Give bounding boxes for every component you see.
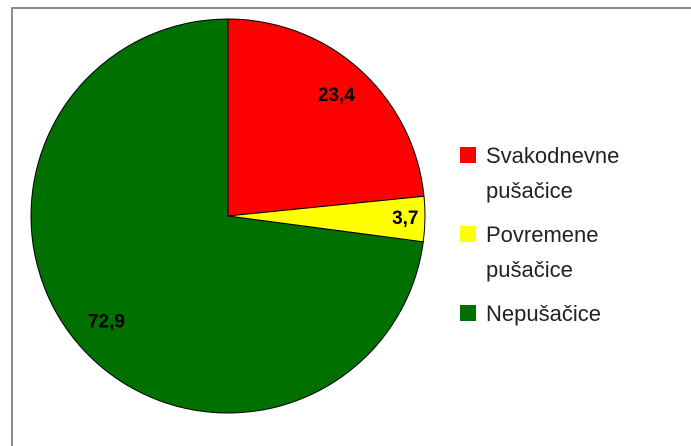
legend-swatch bbox=[460, 226, 476, 242]
legend-label: Povremene pušačice bbox=[486, 222, 599, 282]
legend-item: Svakodnevne pušačice bbox=[460, 138, 640, 208]
legend-label: Nepušačice bbox=[486, 301, 601, 326]
legend-label: Svakodnevne pušačice bbox=[486, 143, 620, 203]
data-label: 23,4 bbox=[318, 85, 355, 106]
data-label: 3,7 bbox=[392, 208, 418, 229]
legend-swatch bbox=[460, 305, 476, 321]
legend-item: Nepušačice bbox=[460, 296, 640, 331]
legend: Svakodnevne pušačice Povremene pušačice Ne… bbox=[460, 138, 640, 340]
pie-slice bbox=[227, 18, 425, 217]
data-label: 72,9 bbox=[88, 311, 125, 332]
legend-item: Povremene pušačice bbox=[460, 217, 640, 287]
chart-border bbox=[11, 7, 691, 446]
legend-swatch bbox=[460, 147, 476, 163]
pie-slice bbox=[30, 18, 424, 414]
